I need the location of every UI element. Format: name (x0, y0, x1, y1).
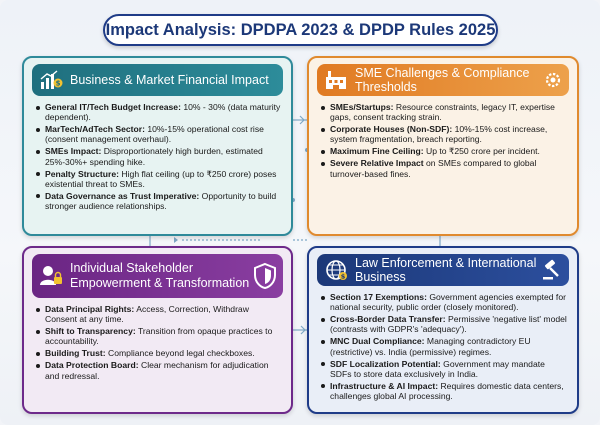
item-label: MarTech/AdTech Sector: (45, 124, 145, 135)
item-text: 10%-15% operational cost rise (consent m… (45, 124, 264, 145)
list-item: MNC Dual Compliance: Managing contradict… (321, 336, 567, 357)
item-text: Resource constraints, legacy IT, experti… (330, 102, 555, 123)
chart-money-icon: $ (38, 67, 64, 93)
item-text: 10% - 30% (data maturity dependent). (45, 102, 281, 123)
item-label: Data Principal Rights: (45, 304, 135, 314)
item-label: General IT/Tech Budget Increase: (45, 102, 181, 112)
list-item: Severe Relative Impact on SMEs compared … (321, 158, 567, 179)
item-text: High flat ceiling (up to ₹250 crore) pos… (45, 168, 277, 189)
item-text: on SMEs compared to global turnover-base… (330, 158, 537, 179)
panel-title: Business & Market Financial Impact (70, 73, 269, 87)
list-item: Cross-Border Data Transfer: Permissive '… (321, 314, 567, 335)
item-label: Shift to Transparency: (45, 326, 136, 337)
list-item: Corporate Houses (Non-SDF): 10%-15% cost… (321, 124, 567, 145)
panel-header: SME Challenges & Compliance Thresholds (317, 64, 569, 96)
panel-header: Individual Stakeholder Empowerment & Tra… (32, 254, 283, 298)
item-label: MNC Dual Compliance: (330, 336, 425, 347)
list-item: Penalty Structure: High flat ceiling (up… (36, 169, 281, 190)
list-item: Building Trust: Compliance beyond legal … (36, 348, 281, 358)
item-label: Corporate Houses (Non-SDF): (330, 124, 453, 135)
item-label: Building Trust: (45, 348, 106, 359)
list-item: Data Protection Board: Clear mechanism f… (36, 360, 281, 381)
item-text: Clear mechanism for adjudication and red… (45, 360, 269, 381)
list-item: Section 17 Exemptions: Government agenci… (321, 292, 567, 313)
item-label: SMEs Impact: (45, 146, 102, 157)
panel-header: $ Business & Market Financial Impact (32, 64, 283, 96)
item-text: Government may mandate SDFs to store dat… (330, 358, 545, 379)
panel-title: SME Challenges & Compliance Thresholds (355, 66, 530, 94)
panel-title: Individual Stakeholder Empowerment & Tra… (70, 261, 250, 290)
globe-dollar-icon: $ (323, 257, 349, 283)
list-item: Maximum Fine Ceiling: Up to ₹250 crore p… (321, 146, 567, 156)
list-item: Data Governance as Trust Imperative: Opp… (36, 191, 281, 212)
list-item: Data Principal Rights: Access, Correctio… (36, 304, 281, 325)
factory-icon (323, 67, 349, 93)
page-title: Impact Analysis: DPDPA 2023 & DPDP Rules… (105, 20, 496, 39)
item-label: Section 17 Exemptions: (330, 292, 427, 302)
user-lock-icon (38, 263, 64, 289)
list-item: Infrastructure & AI Impact: Requires dom… (321, 381, 567, 402)
list-item: SDF Localization Potential: Government m… (321, 359, 567, 380)
item-text: Government agencies exempted for nationa… (330, 292, 566, 313)
item-text: Requires domestic data centers, challeng… (330, 380, 564, 402)
list-item: General IT/Tech Budget Increase: 10% - 3… (36, 102, 281, 123)
page-title-banner: Impact Analysis: DPDPA 2023 & DPDP Rules… (103, 14, 498, 46)
item-text: Disproportionately high burden, estimate… (45, 146, 263, 167)
gear-icon (543, 69, 563, 91)
panel-individual-empowerment: Individual Stakeholder Empowerment & Tra… (22, 246, 293, 414)
gavel-icon (541, 259, 563, 281)
shield-icon (253, 261, 277, 291)
panel-business-financial-impact: $ Business & Market Financial Impact Gen… (22, 56, 293, 236)
item-label: Data Governance as Trust Imperative: (45, 190, 200, 201)
bullet-list: Section 17 Exemptions: Government agenci… (321, 292, 567, 403)
panel-title: Law Enforcement & International Business (355, 256, 537, 284)
item-text: Compliance beyond legal checkboxes. (105, 348, 255, 359)
svg-text:$: $ (56, 80, 61, 88)
bullet-list: SMEs/Startups: Resource constraints, leg… (321, 102, 567, 180)
item-label: Penalty Structure: (45, 168, 120, 179)
item-label: Infrastructure & AI Impact: (330, 380, 439, 391)
item-label: Severe Relative Impact (330, 158, 424, 169)
panel-header: $ Law Enforcement & International Busine… (317, 254, 569, 286)
item-label: Maximum Fine Ceiling: (330, 146, 424, 157)
item-label: Cross-Border Data Transfer: (330, 314, 446, 325)
item-text: Transition from opaque practices to acco… (45, 326, 273, 347)
item-text: Opportunity to build stronger audience r… (45, 190, 277, 212)
list-item: SMEs Impact: Disproportionately high bur… (36, 146, 281, 167)
item-label: SMEs/Startups: (330, 102, 394, 112)
item-text: Managing contradictory EU (restrictive) … (330, 336, 531, 357)
item-text: Permissive 'negative list' model (contra… (330, 314, 567, 335)
panel-sme-challenges: SME Challenges & Compliance Thresholds S… (307, 56, 579, 236)
bullet-list: General IT/Tech Budget Increase: 10% - 3… (36, 102, 281, 213)
svg-text:$: $ (341, 273, 346, 281)
item-label: SDF Localization Potential: (330, 358, 441, 369)
item-text: Up to ₹250 crore per incident. (423, 146, 540, 157)
bullet-list: Data Principal Rights: Access, Correctio… (36, 304, 281, 382)
item-text: 10%-15% cost increase, system fragmentat… (330, 124, 548, 145)
item-text: Access, Correction, Withdraw Consent at … (45, 304, 249, 325)
panel-law-enforcement-international: $ Law Enforcement & International Busine… (307, 246, 579, 414)
list-item: Shift to Transparency: Transition from o… (36, 326, 281, 347)
item-label: Data Protection Board: (45, 360, 139, 371)
list-item: MarTech/AdTech Sector: 10%-15% operation… (36, 124, 281, 145)
list-item: SMEs/Startups: Resource constraints, leg… (321, 102, 567, 123)
